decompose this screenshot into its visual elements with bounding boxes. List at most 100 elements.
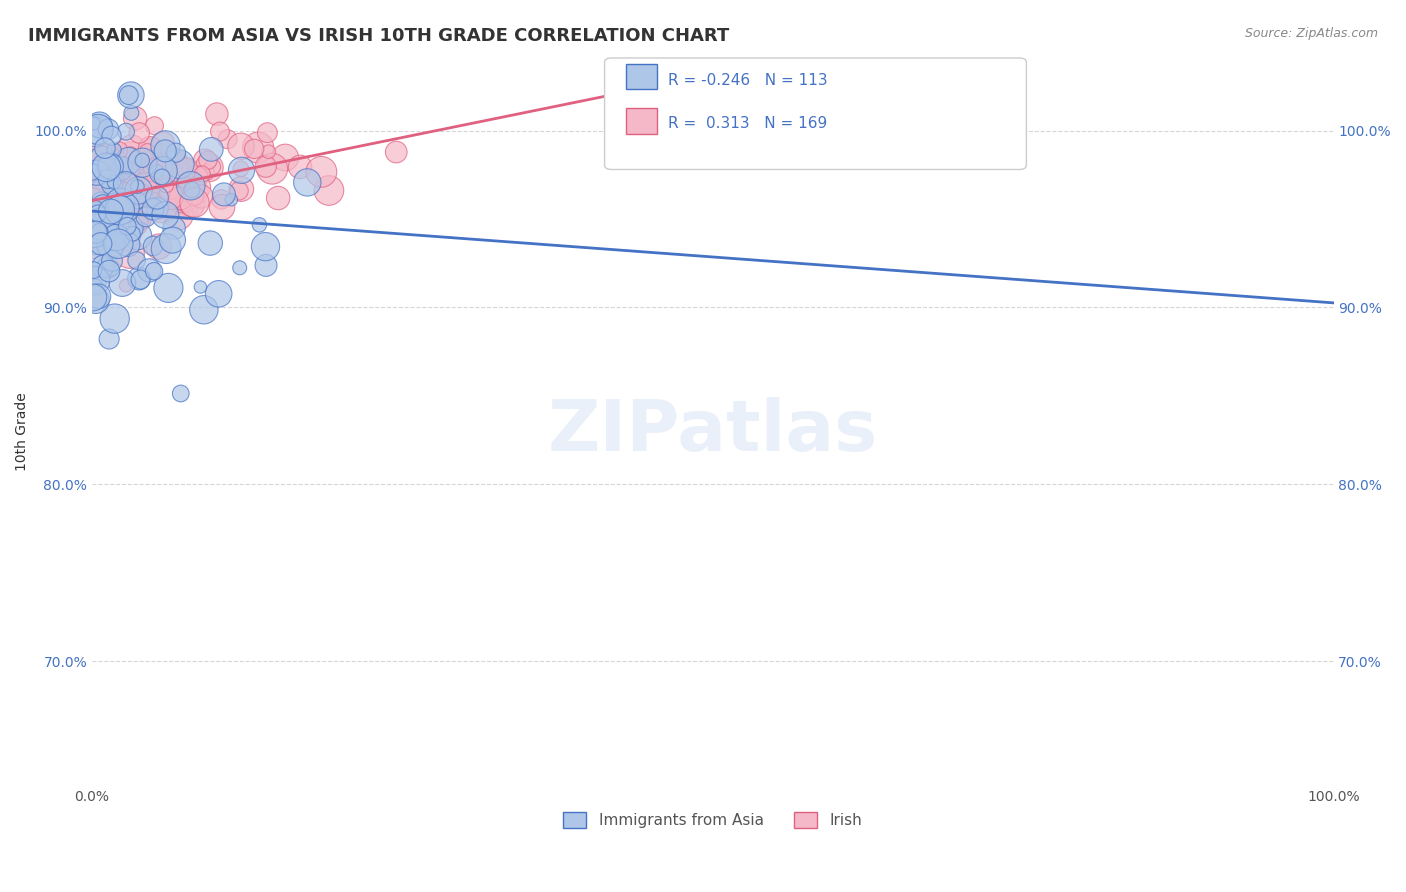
- Point: [262, 161, 284, 176]
- Point: [254, 160, 277, 174]
- Point: [115, 168, 138, 182]
- Point: [90, 197, 112, 211]
- Point: [93, 182, 115, 196]
- Point: [82, 124, 104, 138]
- Point: [97, 202, 120, 217]
- Point: [117, 219, 139, 234]
- Point: [103, 156, 125, 170]
- Point: [139, 196, 162, 211]
- Point: [96, 260, 118, 275]
- Point: [254, 239, 277, 253]
- Point: [120, 172, 142, 186]
- Point: [97, 172, 120, 186]
- Point: [157, 183, 180, 197]
- Point: [155, 242, 177, 256]
- Point: [124, 206, 146, 220]
- Point: [191, 167, 214, 181]
- Point: [311, 165, 333, 179]
- Point: [247, 140, 270, 154]
- Point: [131, 155, 153, 169]
- Point: [84, 239, 107, 253]
- Point: [129, 212, 152, 227]
- Point: [152, 136, 174, 150]
- Point: [127, 184, 149, 198]
- Point: [91, 199, 114, 213]
- Point: [117, 153, 139, 168]
- Point: [138, 263, 160, 277]
- Point: [257, 145, 280, 159]
- Y-axis label: 10th Grade: 10th Grade: [15, 392, 30, 471]
- Point: [122, 192, 145, 206]
- Point: [117, 237, 139, 252]
- Point: [83, 217, 105, 231]
- Point: [91, 151, 114, 165]
- Point: [131, 215, 153, 229]
- Point: [176, 161, 198, 176]
- Point: [142, 202, 165, 216]
- Text: IMMIGRANTS FROM ASIA VS IRISH 10TH GRADE CORRELATION CHART: IMMIGRANTS FROM ASIA VS IRISH 10TH GRADE…: [28, 27, 730, 45]
- Point: [221, 193, 243, 207]
- Point: [135, 210, 157, 224]
- Point: [101, 221, 124, 235]
- Point: [87, 289, 110, 303]
- Point: [103, 143, 125, 157]
- Point: [121, 181, 143, 195]
- Point: [165, 184, 187, 198]
- Point: [165, 145, 187, 160]
- Point: [120, 183, 142, 197]
- Point: [194, 153, 217, 168]
- Point: [122, 169, 145, 183]
- Point: [98, 178, 121, 193]
- Point: [120, 88, 142, 103]
- Point: [160, 147, 183, 161]
- Point: [91, 223, 114, 237]
- Point: [162, 233, 184, 247]
- Point: [174, 160, 197, 174]
- Point: [198, 161, 221, 175]
- Point: [86, 206, 108, 220]
- Point: [83, 190, 105, 204]
- Point: [231, 163, 253, 178]
- Point: [83, 169, 105, 183]
- Point: [90, 169, 112, 184]
- Point: [90, 168, 112, 182]
- Point: [181, 197, 204, 211]
- Point: [86, 166, 108, 180]
- Point: [83, 190, 105, 204]
- Point: [110, 203, 132, 218]
- Point: [104, 311, 127, 326]
- Point: [120, 171, 142, 186]
- Point: [84, 223, 107, 237]
- Point: [129, 191, 152, 205]
- Point: [152, 164, 174, 178]
- Point: [127, 157, 149, 171]
- Point: [211, 193, 233, 207]
- Point: [274, 151, 297, 165]
- Text: ZIPatlas: ZIPatlas: [548, 397, 877, 466]
- Point: [228, 260, 250, 275]
- Point: [160, 194, 183, 208]
- Point: [229, 161, 252, 176]
- Point: [82, 203, 104, 218]
- Point: [84, 279, 107, 293]
- Point: [228, 184, 250, 198]
- Point: [127, 194, 149, 208]
- Point: [84, 230, 107, 244]
- Point: [101, 179, 124, 194]
- Point: [155, 138, 177, 153]
- Point: [108, 217, 131, 231]
- Point: [108, 203, 131, 218]
- Point: [104, 177, 127, 191]
- Point: [100, 262, 122, 277]
- Point: [180, 186, 202, 201]
- Point: [98, 208, 121, 222]
- Point: [89, 118, 111, 132]
- Point: [89, 225, 111, 239]
- Point: [256, 126, 278, 140]
- Point: [162, 159, 184, 173]
- Point: [150, 201, 173, 215]
- Point: [190, 189, 212, 203]
- Point: [267, 191, 290, 205]
- Point: [157, 281, 180, 295]
- Point: [136, 145, 159, 159]
